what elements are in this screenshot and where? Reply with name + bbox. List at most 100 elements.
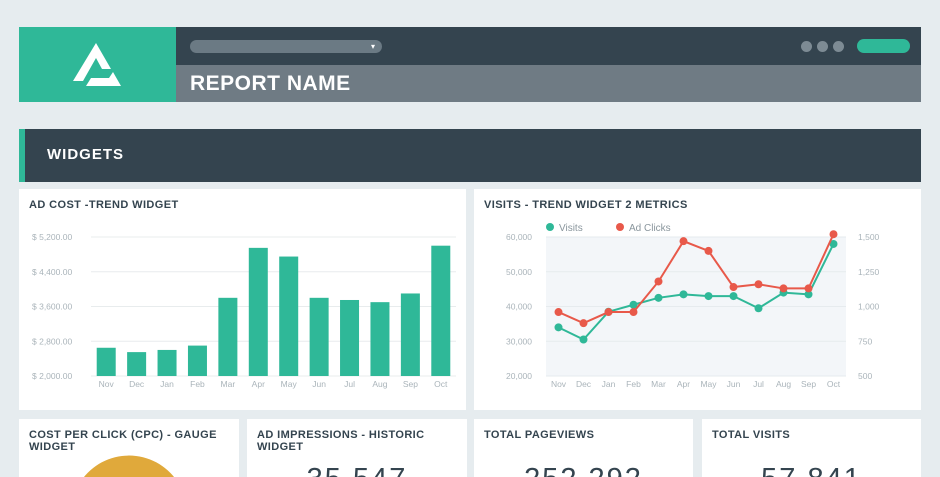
- series-line: [558, 243, 835, 341]
- data-point: [729, 283, 738, 292]
- ad-impressions-value: 35,547: [247, 463, 467, 477]
- brand-logo-tile: [19, 27, 176, 102]
- data-point: [804, 284, 813, 293]
- section-header: WIDGETS: [19, 129, 921, 182]
- data-point: [804, 290, 813, 299]
- x-tick-label: Aug: [776, 379, 791, 389]
- data-point: [629, 300, 638, 309]
- widget-title-line: COST PER CLICK (CPC) - GAUGE: [29, 429, 217, 441]
- bar: [218, 297, 238, 376]
- data-point: [729, 292, 738, 301]
- x-tick-label: Sep: [403, 379, 418, 389]
- cpc-gauge: [84, 455, 174, 477]
- x-tick-label: Mar: [651, 379, 666, 389]
- data-point: [679, 290, 688, 299]
- bar: [340, 299, 360, 376]
- x-tick-label: Feb: [626, 379, 641, 389]
- y-left-tick-label: 20,000: [506, 371, 532, 381]
- report-title-bar: REPORT NAME: [176, 65, 921, 102]
- y-left-tick-label: 40,000: [506, 302, 532, 312]
- data-point: [704, 292, 713, 301]
- data-point: [579, 335, 588, 344]
- ad-cost-widget[interactable]: AD COST -TREND WIDGET $ 2,000.00 $ 2,800.…: [19, 189, 466, 410]
- data-point: [554, 323, 563, 332]
- ad-cost-bar-chart: $ 2,000.00 $ 2,800.00 $ 3,600.00 $ 4,400.00…: [32, 232, 456, 389]
- legend-marker: [546, 223, 554, 231]
- bar: [309, 297, 329, 376]
- total-pageviews-widget[interactable]: TOTAL PAGEVIEWS 252,292: [474, 419, 693, 477]
- x-tick-label: Feb: [190, 379, 205, 389]
- widget-title-line: WIDGET: [257, 441, 304, 453]
- y-right-tick-label: 750: [858, 336, 872, 346]
- visits-line-chart: 20,000 30,000 40,000 50,000 60,000 500 750 1,00…: [506, 223, 880, 389]
- x-tick-label: Mar: [221, 379, 236, 389]
- x-tick-label: May: [281, 379, 298, 389]
- x-tick-label: Jan: [160, 379, 174, 389]
- x-tick-label: Apr: [252, 379, 265, 389]
- logo-icon: [73, 43, 121, 86]
- x-tick-label: Nov: [551, 379, 567, 389]
- x-tick-label: Jun: [312, 379, 326, 389]
- widget-title-line: AD IMPRESSIONS - HISTORIC: [257, 429, 425, 441]
- bar: [127, 352, 147, 376]
- widget-title: TOTAL PAGEVIEWS: [484, 429, 595, 441]
- data-point: [654, 277, 663, 286]
- menu-dot-icon[interactable]: [817, 41, 828, 52]
- x-tick-label: May: [700, 379, 717, 389]
- widget-title: COST PER CLICK (CPC) - GAUGE WIDGET: [29, 429, 217, 453]
- bar: [187, 345, 207, 376]
- x-tick-label: Oct: [827, 379, 841, 389]
- bar: [400, 293, 420, 376]
- y-tick-label: $ 3,600.00: [32, 302, 72, 312]
- y-tick-label: $ 2,000.00: [32, 371, 72, 381]
- y-tick-label: $ 5,200.00: [32, 232, 72, 242]
- legend-marker: [616, 223, 624, 231]
- x-tick-label: Sep: [801, 379, 816, 389]
- bar: [248, 247, 268, 376]
- widget-title: AD COST -TREND WIDGET: [29, 199, 179, 211]
- x-tick-label: Dec: [576, 379, 592, 389]
- bar: [96, 347, 116, 376]
- legend-label: Visits: [559, 223, 583, 234]
- gauge-arc: [84, 455, 174, 477]
- y-tick-label: $ 4,400.00: [32, 267, 72, 277]
- visits-widget[interactable]: VISITS - TREND WIDGET 2 METRICS 20,000 30…: [474, 189, 921, 410]
- widget-title: AD IMPRESSIONS - HISTORIC WIDGET: [257, 429, 424, 453]
- y-left-tick-label: 30,000: [506, 336, 532, 346]
- widget-title: VISITS - TREND WIDGET 2 METRICS: [484, 199, 688, 211]
- data-point: [604, 308, 613, 317]
- bar: [370, 302, 390, 376]
- x-tick-label: Jul: [344, 379, 355, 389]
- cpc-gauge-widget[interactable]: COST PER CLICK (CPC) - GAUGE WIDGET: [19, 419, 239, 477]
- y-left-tick-label: 60,000: [506, 232, 532, 242]
- bar: [431, 245, 451, 376]
- bar: [279, 256, 299, 376]
- y-left-tick-label: 50,000: [506, 267, 532, 277]
- data-point: [779, 284, 788, 293]
- data-point: [829, 239, 838, 248]
- x-tick-label: Jan: [602, 379, 616, 389]
- y-right-tick-label: 1,500: [858, 232, 880, 242]
- ad-impressions-widget[interactable]: AD IMPRESSIONS - HISTORIC WIDGET 35,547: [247, 419, 467, 477]
- data-point: [829, 230, 838, 239]
- x-tick-label: Aug: [372, 379, 387, 389]
- menu-dot-icon[interactable]: [801, 41, 812, 52]
- data-point: [629, 308, 638, 317]
- y-tick-label: $ 2,800.00: [32, 336, 72, 346]
- x-tick-label: Dec: [129, 379, 145, 389]
- x-tick-label: Oct: [434, 379, 448, 389]
- menu-dot-icon[interactable]: [833, 41, 844, 52]
- section-accent: [19, 129, 25, 182]
- data-point: [754, 280, 763, 289]
- data-point: [554, 308, 563, 317]
- report-title: REPORT NAME: [190, 72, 351, 95]
- report-selector-dropdown[interactable]: ▾: [190, 40, 382, 53]
- y-right-tick-label: 500: [858, 371, 872, 381]
- total-visits-widget[interactable]: TOTAL VISITS 57,841: [702, 419, 921, 477]
- widget-title-line: WIDGET: [29, 441, 76, 453]
- widget-title: TOTAL VISITS: [712, 429, 791, 441]
- data-point: [679, 237, 688, 246]
- action-pill-button[interactable]: [857, 39, 910, 53]
- x-tick-label: Nov: [99, 379, 115, 389]
- section-title: WIDGETS: [47, 146, 124, 163]
